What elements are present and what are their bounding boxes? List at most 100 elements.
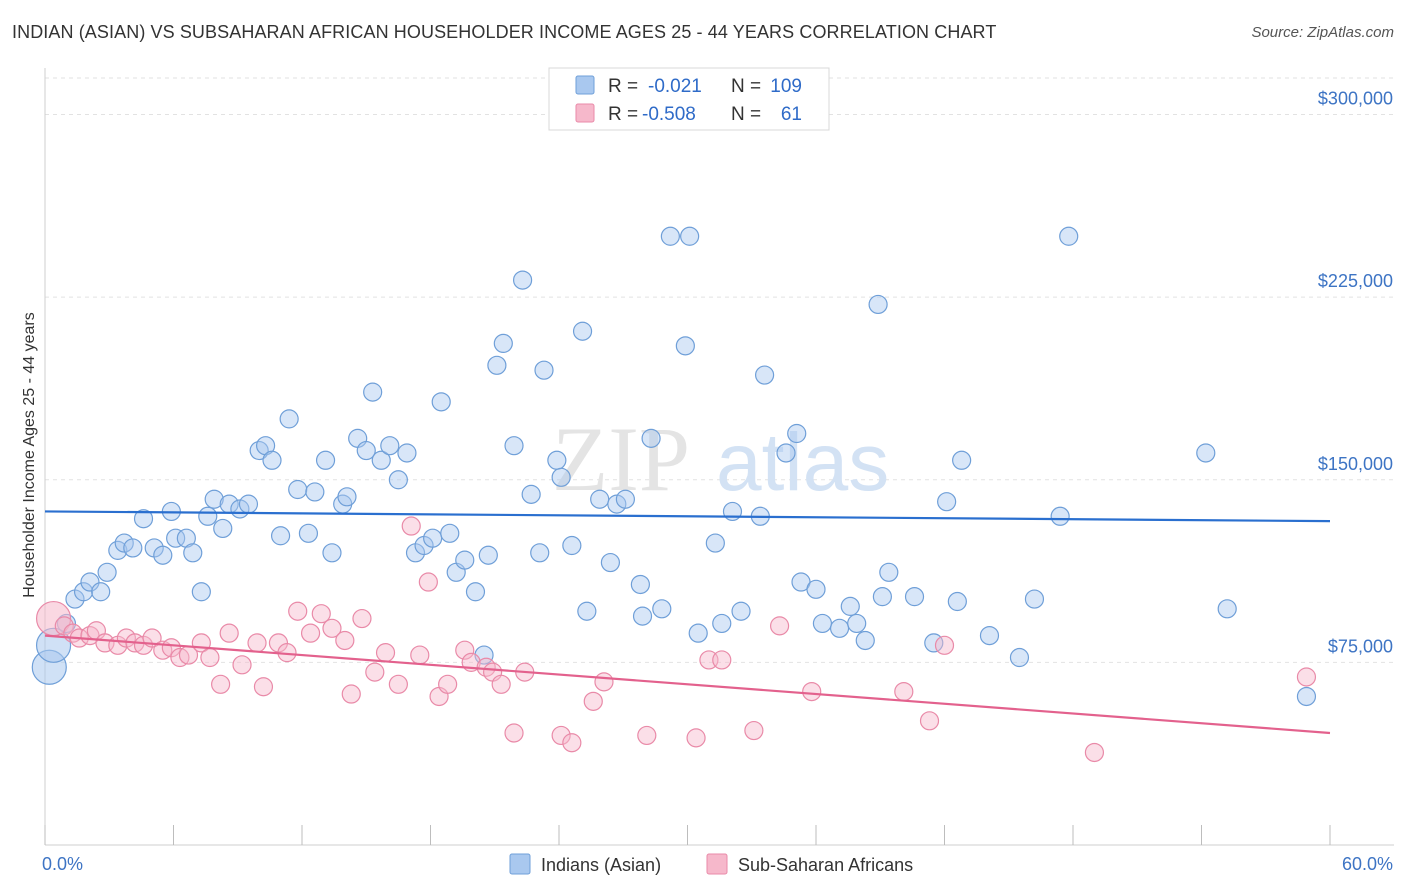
subsaharan-point-52 bbox=[686, 728, 706, 748]
indian-point-42 bbox=[388, 470, 408, 490]
subsaharan-point-51 bbox=[637, 725, 657, 746]
indian-point-50 bbox=[455, 550, 475, 570]
watermark: ZIP atlas bbox=[552, 408, 889, 510]
subsaharan-point-27 bbox=[311, 604, 331, 624]
indian-point-89 bbox=[829, 618, 850, 638]
indian-point-81 bbox=[731, 601, 751, 621]
subsaharan-point-18 bbox=[211, 674, 231, 694]
indian-point-43 bbox=[397, 443, 417, 463]
legend-swatch-subsaharan bbox=[706, 853, 728, 875]
indian-point-20 bbox=[204, 489, 224, 509]
subsaharan-point-22 bbox=[253, 677, 274, 697]
indian-point-102 bbox=[1009, 647, 1030, 668]
indian-point-103 bbox=[1024, 589, 1045, 609]
stats-n-label-pink: N = bbox=[731, 104, 761, 125]
subsaharan-point-37 bbox=[418, 572, 438, 592]
indian-point-29 bbox=[279, 409, 299, 429]
indian-point-60 bbox=[534, 360, 554, 380]
indian-point-28 bbox=[270, 526, 291, 546]
indian-point-53 bbox=[478, 545, 498, 565]
indian-point-69 bbox=[615, 489, 635, 509]
indian-point-10 bbox=[123, 538, 143, 558]
indian-point-100 bbox=[952, 450, 972, 470]
indian-point-107 bbox=[1217, 599, 1237, 619]
subsaharan-point-25 bbox=[288, 601, 308, 621]
subsaharan-point-36 bbox=[410, 645, 430, 665]
indian-point-5 bbox=[80, 572, 100, 592]
subsaharan-point-33 bbox=[375, 643, 396, 663]
subsaharan-point-61 bbox=[1084, 742, 1105, 763]
indian-point-48 bbox=[440, 523, 460, 543]
stats-r-value-blue: -0.021 bbox=[648, 76, 702, 97]
indian-point-61 bbox=[547, 450, 567, 470]
indian-trend-line bbox=[44, 510, 1331, 523]
indian-point-8 bbox=[108, 540, 128, 560]
indian-point-85 bbox=[787, 423, 807, 444]
subsaharan-point-17 bbox=[200, 647, 220, 668]
indian-point-46 bbox=[423, 528, 443, 548]
indian-point-39 bbox=[363, 382, 383, 402]
indian-point-88 bbox=[812, 613, 833, 634]
stats-n-label-blue: N = bbox=[731, 76, 761, 97]
legend-swatch-indians bbox=[509, 853, 531, 875]
indian-point-76 bbox=[680, 226, 700, 246]
subsaharan-point-34 bbox=[388, 674, 408, 694]
stats-r-label-pink: R = bbox=[608, 104, 638, 125]
indian-point-83 bbox=[754, 365, 775, 385]
legend-label-indians: Indians (Asian) bbox=[541, 855, 661, 875]
indian-point-30 bbox=[288, 479, 308, 500]
indian-point-17 bbox=[183, 543, 203, 563]
watermark-zip: ZIP bbox=[552, 408, 690, 510]
indian-point-19 bbox=[198, 506, 218, 526]
indian-point-93 bbox=[868, 294, 888, 315]
indian-point-31 bbox=[298, 523, 319, 543]
stats-n-value-blue: 109 bbox=[770, 76, 802, 97]
data-points bbox=[31, 226, 1317, 763]
indian-point-33 bbox=[315, 450, 336, 470]
source-credit: Source: ZipAtlas.com bbox=[1251, 24, 1394, 41]
subsaharan-point-54 bbox=[712, 650, 732, 670]
y-tick-labels: $75,000 $150,000 $225,000 $300,000 bbox=[1318, 89, 1393, 657]
indian-point-74 bbox=[660, 226, 680, 246]
indian-point-71 bbox=[632, 606, 653, 626]
subsaharan-point-57 bbox=[802, 681, 822, 702]
indian-point-21 bbox=[213, 518, 233, 539]
indian-point-54 bbox=[487, 355, 507, 375]
indian-point-62 bbox=[551, 467, 571, 487]
subsaharan-point-60 bbox=[934, 635, 955, 655]
indian-point-57 bbox=[512, 270, 533, 290]
indian-point-56 bbox=[504, 436, 524, 456]
indian-point-27 bbox=[262, 450, 282, 470]
indian-point-108 bbox=[1296, 686, 1317, 707]
subsaharan-point-48 bbox=[562, 733, 582, 753]
indian-point-11 bbox=[133, 509, 154, 529]
indian-point-63 bbox=[562, 535, 582, 556]
indian-point-105 bbox=[1059, 226, 1079, 246]
y-tick-label-1: $150,000 bbox=[1318, 454, 1393, 474]
watermark-atlas: atlas bbox=[716, 417, 889, 508]
indian-point-101 bbox=[979, 625, 1000, 646]
indian-point-65 bbox=[577, 601, 597, 621]
subsaharan-point-20 bbox=[232, 655, 252, 675]
series-legend: Indians (Asian) Sub-Saharan Africans bbox=[509, 853, 913, 875]
trend-lines bbox=[44, 510, 1331, 735]
indian-point-36 bbox=[337, 487, 357, 507]
y-axis-label: Householder Income Ages 25 - 44 years bbox=[21, 312, 38, 598]
stats-swatch-blue bbox=[575, 75, 595, 95]
stats-r-label-blue: R = bbox=[608, 76, 638, 97]
stats-legend: R = -0.021 N = 109 R = -0.508 N = 61 bbox=[548, 67, 830, 131]
indian-point-40 bbox=[371, 450, 391, 470]
indian-point-47 bbox=[431, 392, 451, 412]
indian-point-4 bbox=[73, 582, 94, 602]
subsaharan-point-28 bbox=[322, 618, 342, 638]
indian-point-18 bbox=[191, 582, 211, 602]
indian-point-59 bbox=[530, 543, 550, 563]
indian-point-73 bbox=[652, 599, 672, 619]
y-tick-label-2: $225,000 bbox=[1318, 271, 1393, 291]
indian-point-13 bbox=[153, 545, 173, 565]
subsaharan-point-29 bbox=[335, 630, 355, 651]
indian-point-87 bbox=[806, 579, 826, 599]
stats-legend-box bbox=[548, 67, 830, 131]
subsaharan-point-26 bbox=[300, 623, 321, 643]
